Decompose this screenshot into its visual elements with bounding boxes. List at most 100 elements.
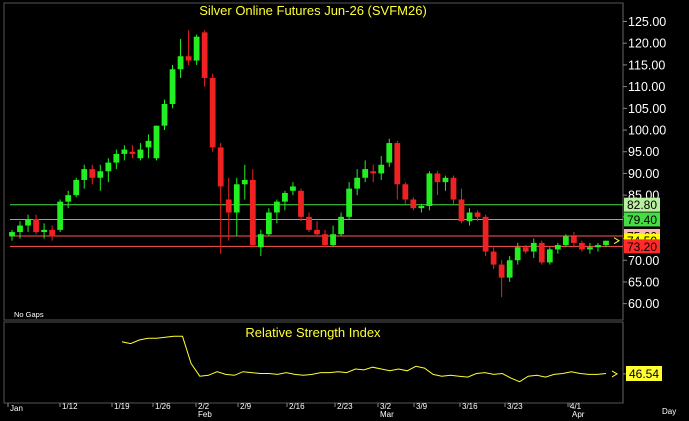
level-lines [10, 204, 623, 247]
candle-body-59 [482, 216, 489, 252]
candle-body-13 [113, 153, 120, 163]
candle-body-49 [402, 184, 409, 200]
candle-body-52 [426, 173, 433, 206]
candle-body-62 [506, 260, 513, 278]
candle-body-51 [418, 205, 425, 209]
candle-body-23 [193, 36, 200, 61]
chart-title: Silver Online Futures Jun-26 (SVFM26) [199, 3, 427, 18]
candle-body-35 [290, 186, 296, 191]
candle-body-53 [434, 173, 441, 183]
candle-body-33 [274, 201, 280, 213]
candle-body-74 [603, 240, 609, 246]
x-tick-label-8: 2/23 [337, 402, 353, 411]
x-tick-label-3: 1/26 [155, 402, 171, 411]
candle-body-68 [554, 245, 561, 250]
x-tick-label-0: Jan [10, 404, 23, 413]
candle-body-70 [571, 236, 577, 243]
no-gaps-note: No Gaps [14, 310, 44, 319]
level-badge-4 [624, 239, 660, 254]
y-tick-label-6: 95.00 [628, 145, 659, 159]
candle-body-2 [25, 219, 31, 226]
y-tick-label-4: 105.00 [628, 102, 666, 116]
candles [9, 30, 620, 298]
level-label-1: 79.40 [627, 213, 657, 227]
x-tick-label-13: 3/23 [507, 402, 523, 411]
x-tick-label-9: 3/2 [380, 402, 392, 411]
x-tick-label-7: 2/16 [289, 402, 305, 411]
rsi-value-label: 46.54 [629, 367, 659, 381]
y-tick-label-0: 125.00 [628, 15, 666, 29]
candle-body-3 [33, 219, 39, 233]
y-tick-label-7: 90.00 [628, 167, 659, 181]
x-tick-label-11: 3/9 [416, 402, 428, 411]
candle-body-44 [362, 169, 369, 178]
candle-body-34 [282, 192, 288, 202]
candle-body-1 [17, 225, 23, 233]
y-axis-ticks: 125.00 120.00 115.00 110.00 105.00 100.00 95.0… [623, 15, 666, 311]
x-tick-label-1: 1/12 [62, 402, 78, 411]
candle-body-20 [169, 69, 176, 104]
candle-body-45 [370, 171, 377, 174]
candle-body-71 [579, 242, 585, 250]
candle-body-30 [249, 179, 256, 246]
candle-body-40 [330, 234, 336, 246]
candle-body-11 [97, 171, 104, 178]
period-label: Day [662, 407, 676, 416]
candle-body-57 [466, 212, 473, 222]
x-tick-label-14: 4/1 [570, 402, 582, 411]
rsi-title: Relative Strength Index [245, 325, 381, 340]
x-tick-label-12: 3/16 [462, 402, 478, 411]
candle-body-28 [233, 184, 240, 213]
candle-body-18 [153, 125, 160, 159]
candle-body-64 [522, 247, 529, 252]
candle-body-43 [354, 177, 361, 189]
x-tick-label-15: Apr [572, 410, 585, 419]
x-tick-label-6: 2/9 [240, 402, 252, 411]
candle-body-25 [209, 77, 216, 148]
x-tick-label-5: Feb [198, 410, 212, 419]
candle-body-9 [81, 169, 88, 180]
candle-body-10 [89, 169, 96, 178]
y-tick-label-11: 70.00 [628, 254, 659, 268]
candle-body-37 [306, 216, 312, 230]
candle-body-38 [314, 229, 320, 235]
candle-body-26 [217, 147, 224, 187]
candle-body-14 [121, 149, 128, 154]
candle-body-0 [9, 232, 15, 237]
candle-body-65 [530, 242, 537, 252]
rsi-last-arrow [611, 370, 618, 378]
y-tick-label-2: 115.00 [628, 58, 665, 72]
candle-body-21 [177, 56, 184, 70]
rsi-panel [3, 321, 624, 404]
candle-body-66 [538, 242, 545, 263]
x-tick-label-4: 2/2 [198, 402, 210, 411]
candle-body-50 [410, 199, 417, 209]
candle-body-46 [378, 164, 385, 174]
candle-body-56 [458, 199, 465, 222]
candle-body-31 [257, 234, 264, 248]
rsi-value-badge: 46.54 [626, 366, 662, 381]
candle-body-55 [450, 177, 457, 200]
candle-body-36 [298, 190, 304, 217]
candle-body-48 [394, 143, 401, 185]
candle-body-17 [145, 140, 152, 148]
x-tick-label-2: 1/19 [114, 402, 130, 411]
candle-body-6 [57, 201, 64, 230]
candle-body-60 [490, 251, 497, 265]
level-label-4: 73.20 [627, 240, 657, 254]
y-tick-label-5: 100.00 [628, 124, 666, 138]
level-label-0: 82.80 [627, 198, 657, 212]
last-price-arrow [613, 237, 620, 245]
y-tick-label-3: 110.00 [628, 80, 665, 94]
candle-body-39 [322, 234, 328, 246]
candle-body-42 [346, 188, 353, 217]
level-badge-1 [624, 212, 660, 227]
candle-body-58 [474, 212, 481, 217]
candle-body-32 [265, 212, 272, 235]
y-tick-label-1: 120.00 [628, 37, 666, 51]
rsi-line [121, 335, 607, 383]
candle-body-24 [201, 32, 208, 78]
level-badge-0 [624, 197, 660, 212]
